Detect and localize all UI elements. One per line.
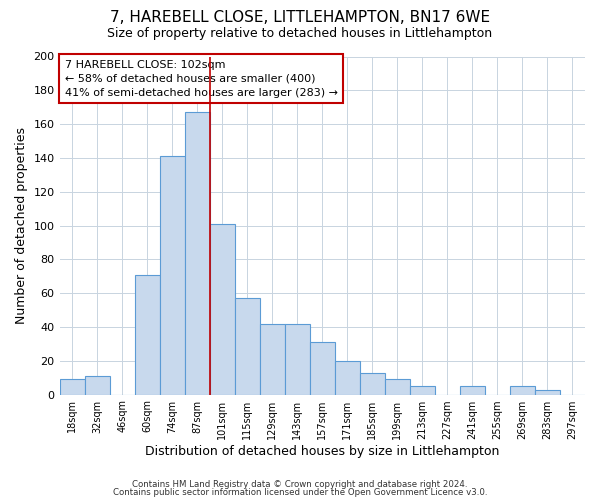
Bar (410, 386, 435, 394)
Text: Contains HM Land Registry data © Crown copyright and database right 2024.: Contains HM Land Registry data © Crown c… (132, 480, 468, 489)
Bar (310, 342, 335, 394)
Bar (209, 224, 235, 394)
Bar (285, 324, 310, 394)
Bar (460, 386, 485, 394)
Bar (160, 156, 185, 394)
Bar (535, 390, 560, 394)
Y-axis label: Number of detached properties: Number of detached properties (15, 127, 28, 324)
Bar (235, 298, 260, 394)
Bar (134, 274, 160, 394)
Text: 7 HAREBELL CLOSE: 102sqm
← 58% of detached houses are smaller (400)
41% of semi-: 7 HAREBELL CLOSE: 102sqm ← 58% of detach… (65, 60, 338, 98)
Bar (335, 361, 360, 394)
X-axis label: Distribution of detached houses by size in Littlehampton: Distribution of detached houses by size … (145, 444, 499, 458)
Bar (385, 380, 410, 394)
Text: Contains public sector information licensed under the Open Government Licence v3: Contains public sector information licen… (113, 488, 487, 497)
Bar (59, 380, 85, 394)
Bar (360, 372, 385, 394)
Text: Size of property relative to detached houses in Littlehampton: Size of property relative to detached ho… (107, 28, 493, 40)
Bar (510, 386, 535, 394)
Bar (85, 376, 110, 394)
Text: 7, HAREBELL CLOSE, LITTLEHAMPTON, BN17 6WE: 7, HAREBELL CLOSE, LITTLEHAMPTON, BN17 6… (110, 10, 490, 25)
Bar (185, 112, 209, 394)
Bar (260, 324, 285, 394)
